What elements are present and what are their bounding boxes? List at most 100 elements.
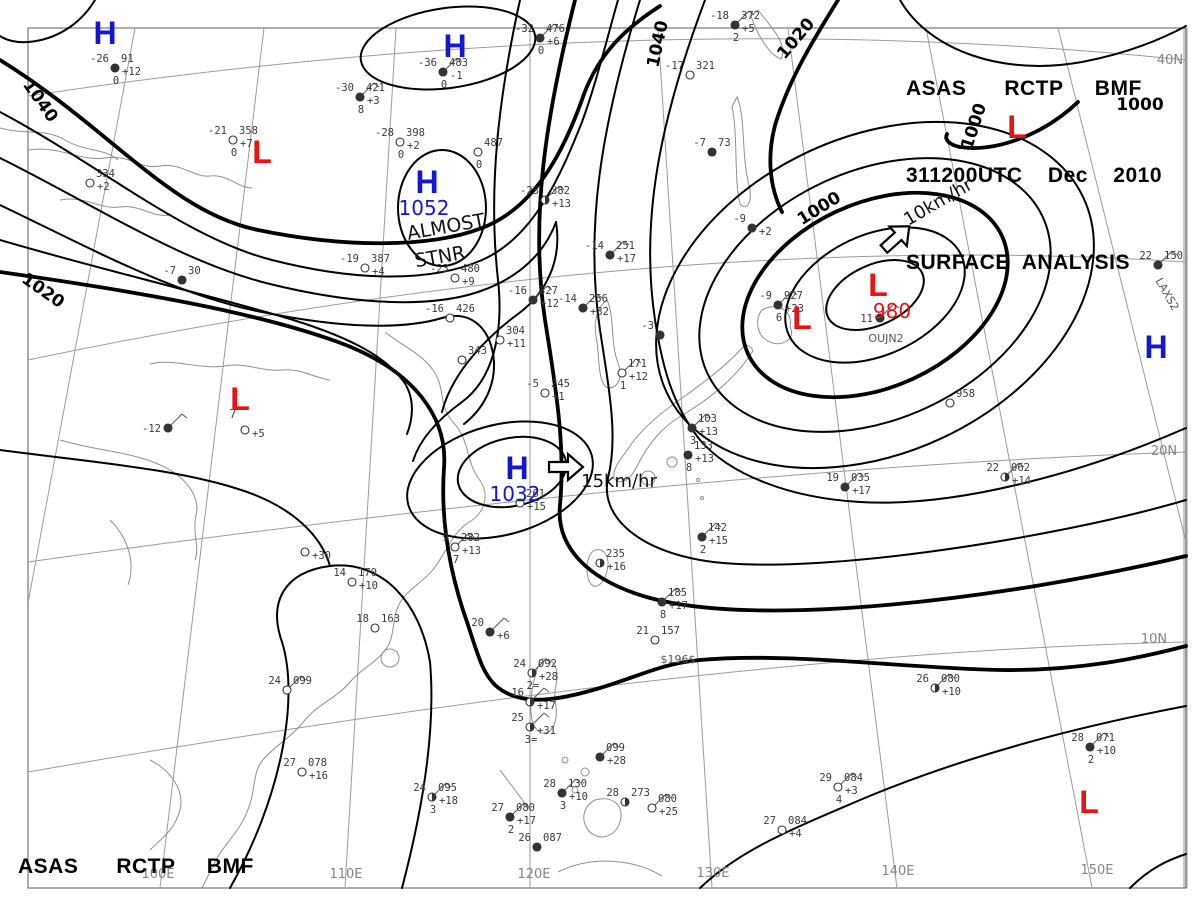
station-symbol <box>683 450 693 460</box>
wind-barb-tick <box>791 290 798 296</box>
station-plot: 235+16 <box>595 548 626 573</box>
station-symbol <box>515 498 525 508</box>
station-plot: 343 <box>457 345 487 365</box>
station-symbol <box>228 135 238 145</box>
station-pressure: 130 <box>568 778 587 790</box>
station-tendency: +12 <box>540 298 559 310</box>
station-symbol <box>360 263 370 273</box>
station-pressure: 30 <box>188 265 201 277</box>
station-tendency: +2 <box>759 226 772 238</box>
station-temperature: -18 <box>710 10 729 22</box>
station-symbol <box>617 368 627 378</box>
station-value-below: 8 <box>660 609 666 621</box>
station-tendency: +10 <box>359 580 378 592</box>
station-plot: 958 <box>945 388 975 408</box>
station-plot: 21 157 <box>636 625 680 645</box>
wind-barb-tick <box>373 82 380 88</box>
wind-barb <box>289 675 302 688</box>
station-plot: 18 163 <box>356 613 400 633</box>
station-plot: 27 078+16 <box>283 757 328 782</box>
station-pressure: 035 <box>851 472 870 484</box>
station-plot: -23 480+9 <box>430 263 480 288</box>
map-annotation: OUJN2 <box>868 332 903 345</box>
station-tendency: +6 <box>547 36 560 48</box>
station-symbol <box>85 178 95 188</box>
wind-barb <box>704 522 717 535</box>
wind-barb <box>654 793 667 806</box>
station-plot: -9 927+236 <box>759 290 804 324</box>
station-tendency: +3 <box>845 785 858 797</box>
station-pressure: 095 <box>438 782 457 794</box>
wind-barb <box>694 413 707 426</box>
station-pressure: 099 <box>606 742 625 754</box>
station-pressure: 958 <box>956 388 975 400</box>
station-value-below: 4 <box>836 794 842 806</box>
station-temperature: -26 <box>90 53 109 65</box>
wind-barb-tick <box>635 358 642 364</box>
station-tendency: +13 <box>552 198 571 210</box>
wind-barb <box>532 687 545 700</box>
parallel-40n <box>28 38 1186 97</box>
movement-arrow-east <box>547 451 585 483</box>
station-plot: -21 358+70 <box>208 125 258 159</box>
map-frame <box>27 27 1187 889</box>
station-symbol <box>473 147 483 157</box>
wind-barb <box>612 240 625 253</box>
station-temperature: -16 <box>425 303 444 315</box>
low-pressure-symbol: L <box>230 381 250 417</box>
station-symbol <box>438 67 448 77</box>
station-value-left: -12 <box>142 423 161 435</box>
station-tendency: +28 <box>607 755 626 767</box>
station-symbol-half <box>545 196 549 204</box>
station-plot: -16 426 <box>425 303 475 323</box>
station-temperature: 28 <box>1071 732 1084 744</box>
station-tendency: +11 <box>507 338 526 350</box>
station-symbol-half <box>1005 473 1009 481</box>
station-plot: -30 421+38 <box>335 82 385 116</box>
wind-barb-tick <box>181 413 188 419</box>
station-pressure: 426 <box>456 303 475 315</box>
station-symbol <box>655 330 665 340</box>
longitude-label: 130E <box>696 866 729 881</box>
station-tendency: +28 <box>539 671 558 683</box>
station-pressure: 91 <box>121 53 134 65</box>
high-pressure-symbol: H <box>415 164 438 200</box>
wind-barb <box>937 673 950 686</box>
station-tendency: +17 <box>669 600 688 612</box>
station-symbol <box>445 313 455 323</box>
pressure-center-value: 1032 <box>490 482 541 506</box>
station-plot: 28 273 <box>606 787 650 807</box>
station-temperature: 26 <box>518 832 531 844</box>
low-pressure-symbol: L <box>792 300 812 336</box>
station-symbol <box>485 627 495 637</box>
station-pressure: 261 <box>526 488 545 500</box>
wind-barb-tick <box>748 10 755 16</box>
station-temperature: 27 <box>763 815 776 827</box>
title-line-1: ASAS RCTP BMF <box>18 855 254 878</box>
movement-speed-label: 15km/hr <box>581 471 657 492</box>
station-pressure: 084 <box>844 772 863 784</box>
station-temperature: 21 <box>636 625 649 637</box>
station-plots: -26 91+120-32 476+60-36 483-10-30 421+38-28 3… <box>85 10 1183 852</box>
station-symbol <box>685 70 695 80</box>
station-symbol-half <box>532 669 536 677</box>
station-value-below: 1 <box>620 380 626 392</box>
station-value-below: 3 <box>560 800 566 812</box>
latitude-label: 40N <box>1157 53 1183 68</box>
station-symbol <box>297 767 307 777</box>
wind-barb <box>780 290 793 303</box>
wind-barb <box>170 413 183 426</box>
station-plot: +5 <box>240 425 265 440</box>
station-symbol <box>647 803 657 813</box>
station-plot: -16 327+12 <box>508 285 559 310</box>
station-plot: -19 387+4 <box>340 253 390 278</box>
station-plot: -12 <box>142 413 188 435</box>
station-plot: 26 087 <box>518 832 562 852</box>
station-tendency: +4 <box>789 828 802 840</box>
station-tendency: +2 <box>97 181 110 193</box>
station-symbol <box>395 137 405 147</box>
wind-barb-tick <box>445 782 452 788</box>
wind-barb <box>564 778 577 791</box>
latitude-label: 10N <box>1141 632 1167 647</box>
